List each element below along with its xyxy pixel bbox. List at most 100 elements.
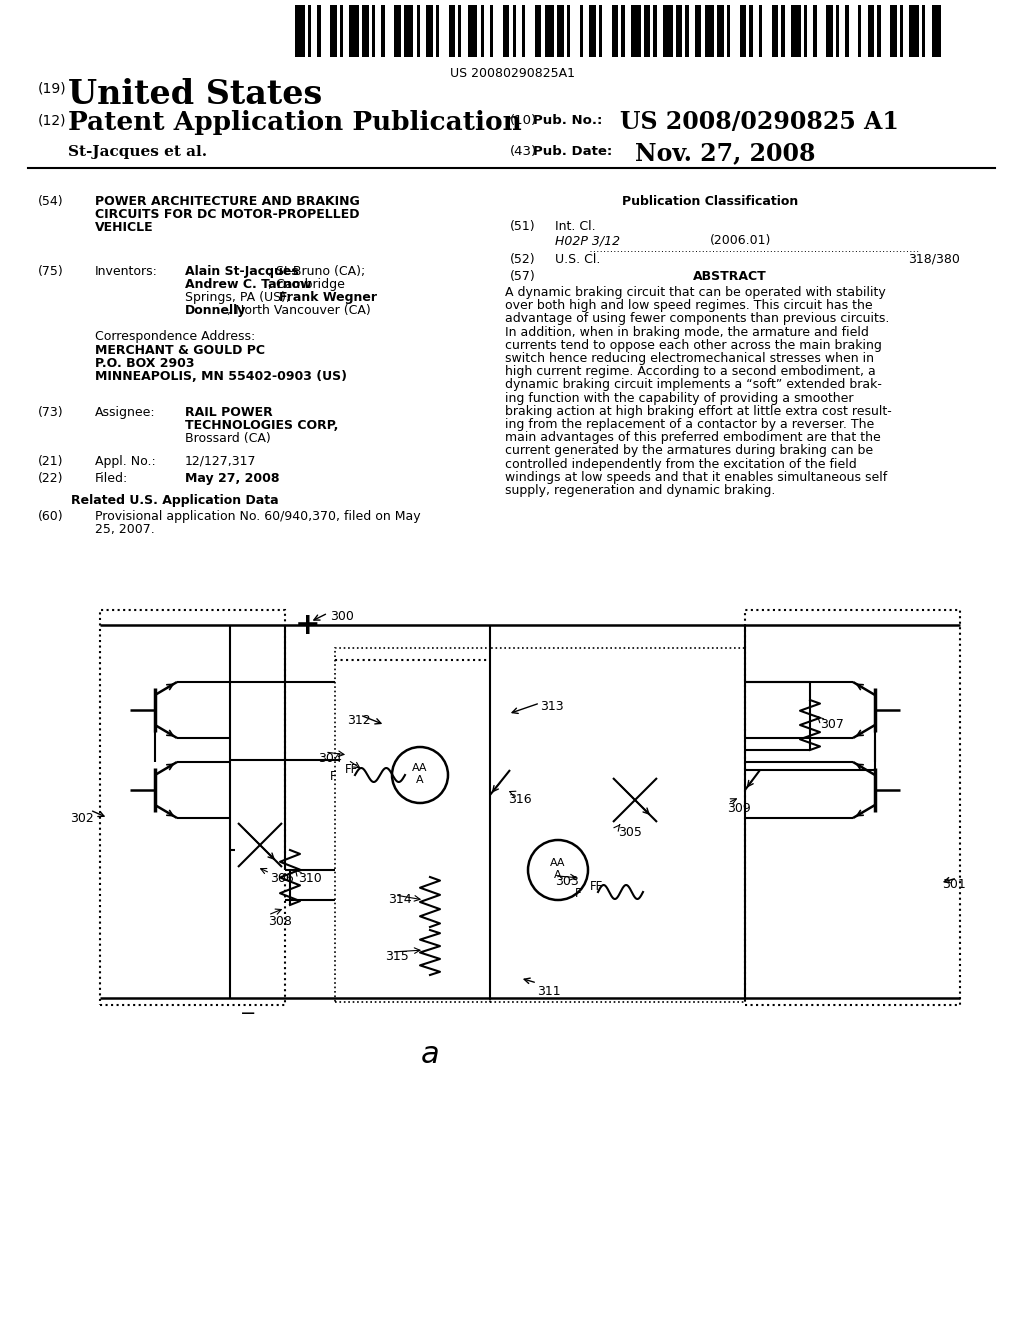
Bar — [554, 5, 557, 57]
Bar — [494, 5, 503, 57]
Text: 310: 310 — [298, 873, 322, 884]
Text: Andrew C. Tarnow: Andrew C. Tarnow — [185, 279, 311, 290]
Bar — [650, 5, 653, 57]
Bar — [308, 5, 311, 57]
Text: 304: 304 — [318, 752, 342, 766]
Bar — [420, 5, 426, 57]
Bar — [923, 5, 926, 57]
Bar — [602, 5, 611, 57]
Text: 302: 302 — [70, 812, 94, 825]
Text: US 20080290825A1: US 20080290825A1 — [450, 67, 574, 81]
Text: 316: 316 — [508, 793, 531, 807]
Text: Pub. Date:: Pub. Date: — [534, 145, 612, 158]
Bar — [480, 5, 483, 57]
Bar — [718, 5, 724, 57]
Bar — [791, 5, 801, 57]
Bar — [295, 5, 304, 57]
Bar — [625, 5, 631, 57]
Bar — [596, 5, 599, 57]
Bar — [701, 5, 705, 57]
Bar — [542, 5, 545, 57]
Text: (21): (21) — [38, 455, 63, 469]
Bar — [653, 5, 656, 57]
Text: , Cambridge: , Cambridge — [268, 279, 345, 290]
Text: 305: 305 — [618, 826, 642, 840]
Bar — [730, 5, 739, 57]
Bar — [321, 5, 330, 57]
Bar — [705, 5, 714, 57]
Bar — [337, 5, 340, 57]
Text: (73): (73) — [38, 407, 63, 418]
Bar — [330, 5, 337, 57]
Bar — [564, 5, 567, 57]
Text: FF: FF — [345, 763, 358, 776]
Bar — [926, 5, 932, 57]
Text: controlled independently from the excitation of the field: controlled independently from the excita… — [505, 458, 857, 471]
Text: Springs, PA (US);: Springs, PA (US); — [185, 290, 294, 304]
Bar — [750, 5, 753, 57]
Text: windings at low speeds and that it enables simultaneous self: windings at low speeds and that it enabl… — [505, 471, 887, 484]
Bar — [400, 5, 403, 57]
Bar — [682, 5, 685, 57]
Bar — [878, 5, 881, 57]
Bar — [881, 5, 890, 57]
Text: braking action at high braking effort at little extra cost result-: braking action at high braking effort at… — [505, 405, 892, 418]
Bar — [458, 5, 462, 57]
Bar — [522, 5, 525, 57]
Text: (75): (75) — [38, 265, 63, 279]
Bar — [349, 5, 359, 57]
Bar — [745, 610, 961, 1005]
Bar — [583, 5, 590, 57]
Bar — [903, 5, 909, 57]
Bar — [816, 5, 826, 57]
Text: 301: 301 — [942, 878, 966, 891]
Text: dynamic braking circuit implements a “soft” extended brak-: dynamic braking circuit implements a “so… — [505, 379, 882, 392]
Bar — [580, 5, 583, 57]
Bar — [455, 5, 458, 57]
Bar — [839, 5, 846, 57]
Bar — [739, 5, 746, 57]
Bar — [685, 5, 688, 57]
Text: 308: 308 — [268, 915, 292, 928]
Bar — [867, 5, 874, 57]
Bar — [695, 5, 701, 57]
Bar — [781, 5, 784, 57]
Text: (60): (60) — [38, 510, 63, 523]
Text: Correspondence Address:: Correspondence Address: — [95, 330, 255, 343]
Text: over both high and low speed regimes. This circuit has the: over both high and low speed regimes. Th… — [505, 300, 872, 313]
Text: 300: 300 — [330, 610, 354, 623]
Bar — [762, 5, 772, 57]
Bar — [858, 5, 861, 57]
Bar — [509, 5, 513, 57]
Bar — [439, 5, 449, 57]
Text: 309: 309 — [727, 803, 751, 814]
Text: Frank Wegner: Frank Wegner — [279, 290, 377, 304]
Bar — [525, 5, 535, 57]
Bar — [804, 5, 807, 57]
Text: United States: United States — [68, 78, 323, 111]
Bar — [611, 5, 618, 57]
Text: FF: FF — [590, 880, 603, 894]
Text: MINNEAPOLIS, MN 55402-0903 (US): MINNEAPOLIS, MN 55402-0903 (US) — [95, 370, 347, 383]
Bar — [778, 5, 781, 57]
Text: Pub. No.:: Pub. No.: — [534, 114, 602, 127]
Bar — [673, 5, 676, 57]
Bar — [426, 5, 432, 57]
Text: (51): (51) — [510, 220, 536, 234]
Text: main advantages of this preferred embodiment are that the: main advantages of this preferred embodi… — [505, 432, 881, 445]
Text: Related U.S. Application Data: Related U.S. Application Data — [72, 494, 279, 507]
Bar — [861, 5, 867, 57]
Text: Filed:: Filed: — [95, 473, 128, 484]
Text: 12/127,317: 12/127,317 — [185, 455, 256, 469]
Bar — [688, 5, 695, 57]
Text: 25, 2007.: 25, 2007. — [95, 523, 155, 536]
Text: A dynamic braking circuit that can be operated with stability: A dynamic braking circuit that can be op… — [505, 286, 886, 300]
Text: (2006.01): (2006.01) — [710, 234, 771, 247]
Text: Nov. 27, 2008: Nov. 27, 2008 — [635, 141, 815, 165]
Bar — [663, 5, 673, 57]
Bar — [468, 5, 477, 57]
Bar — [545, 5, 554, 57]
Bar — [641, 5, 644, 57]
Text: P.O. BOX 2903: P.O. BOX 2903 — [95, 356, 195, 370]
Bar — [362, 5, 369, 57]
